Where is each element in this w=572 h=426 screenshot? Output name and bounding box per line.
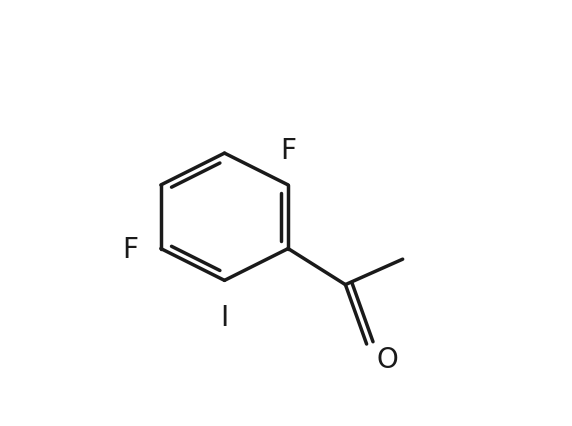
- Text: F: F: [280, 137, 296, 165]
- Text: I: I: [220, 304, 229, 331]
- Text: F: F: [122, 235, 138, 263]
- Text: O: O: [377, 345, 399, 373]
